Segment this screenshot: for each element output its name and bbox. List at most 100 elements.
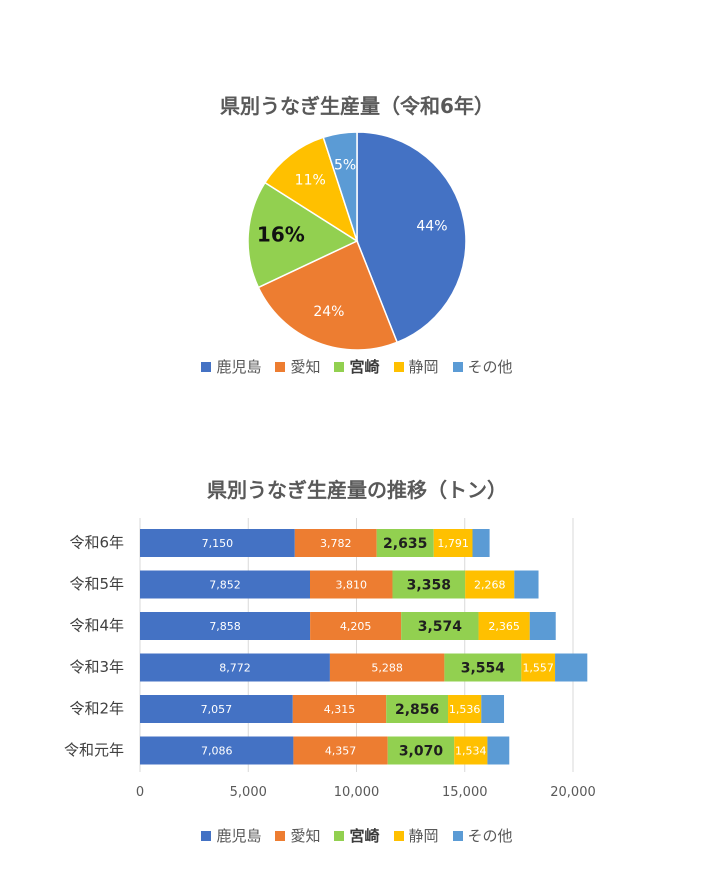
legend-label: 愛知 [290,358,321,376]
bar-segment [140,570,310,599]
pie-value-label: 44% [416,219,447,235]
bar-segment [521,653,556,682]
legend-item: 鹿児島 [201,356,261,377]
legend-item: 宮崎 [334,356,380,377]
bar-data-label: 7,852 [209,579,241,592]
category-label: 令和2年 [69,700,124,718]
bar-segment [454,736,488,765]
legend-label: その他 [467,358,513,376]
bar-data-label: 7,150 [202,537,234,550]
bar-data-label: 1,557 [522,662,554,675]
bar-segment [292,695,387,723]
legend-item: その他 [452,356,513,377]
bar-data-label: 3,070 [399,744,444,760]
legend-item: 静岡 [393,356,439,377]
legend-label: 宮崎 [349,827,380,845]
bar-segment [465,570,515,599]
bar-segment [481,695,505,723]
pie-legend: 鹿児島 愛知 宮崎 静岡 その他 [0,356,714,377]
legend-label: 静岡 [408,358,439,376]
legend-label: その他 [467,827,513,845]
pie-chart-title: 県別うなぎ生産量（令和6年） [220,94,494,118]
bar-segment [487,736,510,765]
bar-data-label: 1,534 [455,745,487,758]
bar-segment [478,612,530,640]
legend-swatch [393,361,404,372]
legend-item: その他 [452,825,513,846]
legend-swatch [334,361,345,372]
legend-swatch [201,830,212,841]
pie-slice [322,131,358,242]
bar-segment [140,653,330,682]
bar-segment [444,653,522,682]
x-tick-label: 0 [136,785,144,800]
bar-segment [472,529,490,557]
bar-segment [392,570,466,599]
bar-segment [293,736,388,765]
bar-data-label: 3,554 [461,661,506,677]
bar-data-label: 2,268 [474,579,506,592]
category-label: 令和5年 [69,575,124,593]
bar-segment [386,695,449,723]
bar-segment [376,529,434,557]
bar-segment [310,612,402,640]
pie-slice [247,181,359,289]
pie-value-label: 5% [334,158,356,174]
bar-segment [555,653,588,682]
bar-data-label: 4,205 [340,620,372,633]
bar-data-label: 3,782 [320,537,352,550]
bar-segment [433,529,473,557]
category-label: 令和元年 [64,741,124,759]
legend-label: 静岡 [408,827,439,845]
bar-segment [529,612,556,640]
legend-label: 宮崎 [349,358,380,376]
bar-segment [309,570,393,599]
legend-item: 静岡 [393,825,439,846]
bar-data-label: 2,365 [488,620,520,633]
bar-segment [514,570,539,599]
legend-label: 愛知 [290,827,321,845]
bar-segment [387,736,455,765]
bar-data-label: 4,357 [325,745,357,758]
pie-slice [356,131,467,344]
x-tick-label: 20,000 [550,785,596,800]
bar-data-label: 3,358 [407,578,451,594]
legend-swatch [334,830,345,841]
legend-label: 鹿児島 [216,827,262,845]
bar-segment [140,695,293,723]
bar-data-label: 7,086 [201,745,233,758]
bar-chart-title: 県別うなぎ生産量の推移（トン） [207,478,507,502]
pie-value-label: 16% [257,223,305,247]
bar-data-label: 2,635 [383,536,427,552]
bar-data-label: 1,536 [449,703,481,716]
bar-data-label: 1,791 [437,537,469,550]
bar-data-label: 2,856 [395,702,439,718]
legend-item: 愛知 [275,356,320,377]
legend-label: 鹿児島 [216,358,262,376]
x-tick-label: 5,000 [230,785,267,800]
bar-data-label: 7,858 [209,620,241,633]
bar-data-label: 7,057 [201,703,233,716]
legend-swatch [275,361,286,372]
bar-data-label: 3,574 [418,619,463,635]
bar-segment [329,653,445,682]
bar-legend: 鹿児島 愛知 宮崎 静岡 その他 [0,825,714,846]
pie-slice [263,136,359,243]
bar-segment [140,529,295,557]
legend-swatch [452,830,463,841]
legend-swatch [201,361,212,372]
bar-segment [401,612,479,640]
category-label: 令和4年 [69,617,124,635]
legend-item: 鹿児島 [201,825,261,846]
bar-data-label: 8,772 [219,662,251,675]
bar-segment [140,736,294,765]
bar-data-label: 4,315 [324,703,356,716]
category-label: 令和3年 [69,658,124,676]
legend-swatch [452,361,463,372]
x-tick-label: 15,000 [442,785,488,800]
legend-swatch [275,830,286,841]
pie-value-label: 24% [313,304,344,320]
pie-slice [257,239,399,351]
x-tick-label: 10,000 [334,785,380,800]
